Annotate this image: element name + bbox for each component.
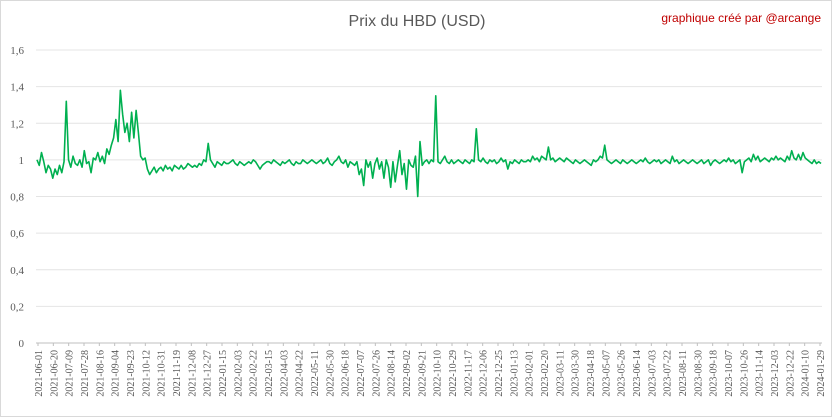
x-tick-label: 2021-07-28: [80, 350, 91, 397]
x-tick-label: 2021-10-12: [141, 350, 152, 397]
y-tick-label: 0,8: [10, 192, 24, 204]
y-axis: 0 0,2 0,4 0,6 0,8 1 1,2 1,4 1,6: [10, 45, 24, 350]
x-tick-label: 2024-01-10: [801, 350, 812, 397]
x-tick-label: 2023-03-11: [555, 350, 566, 396]
x-tick-label: 2023-08-11: [678, 350, 689, 396]
x-tick-label: 2021-07-09: [65, 350, 76, 397]
x-tick-label: 2022-06-18: [341, 350, 352, 397]
x-tick-label: 2023-07-22: [663, 350, 674, 397]
x-tick-label: 2021-06-01: [34, 350, 45, 397]
x-tick-label: 2022-04-03: [279, 350, 290, 397]
x-tick-label: 2022-05-11: [310, 350, 321, 396]
x-tick-label: 2022-12-06: [479, 350, 490, 397]
x-tick-label: 2022-04-22: [295, 350, 306, 397]
gridlines: [36, 49, 822, 344]
x-tick-label: 2023-06-14: [632, 350, 643, 397]
x-tick-label: 2022-12-25: [494, 350, 505, 397]
x-tick-label: 2021-10-31: [157, 350, 168, 397]
x-tick-label: 2023-01-13: [509, 350, 520, 397]
x-tick-label: 2022-05-30: [325, 350, 336, 397]
x-tick-label: 2023-05-07: [601, 350, 612, 397]
chart-credit: graphique créé par @arcange: [661, 11, 821, 25]
chart-title: Prix du HBD (USD): [348, 13, 486, 30]
y-tick-label: 1,4: [10, 82, 24, 94]
x-tick-label: 2021-09-04: [111, 350, 122, 397]
x-tick-label: 2023-12-03: [770, 350, 781, 397]
x-tick-label: 2023-10-26: [739, 350, 750, 397]
x-tick-label: 2022-09-02: [402, 350, 413, 397]
x-tick-label: 2022-07-07: [356, 350, 367, 397]
series-line-hbd-price: [36, 89, 822, 198]
y-tick-label: 0,2: [10, 301, 24, 313]
y-tick-label: 1,2: [10, 118, 24, 130]
x-tick-label: 2022-02-22: [249, 350, 260, 397]
x-tick-label: 2023-10-07: [724, 350, 735, 397]
x-tick-label: 2022-07-26: [371, 350, 382, 397]
y-tick-label: 1: [19, 155, 25, 167]
x-tick-label: 2023-11-14: [755, 350, 766, 396]
x-tick-label: 2021-08-16: [95, 350, 106, 397]
x-tick-label: 2023-05-26: [617, 350, 628, 397]
x-tick-label: 2021-12-27: [203, 350, 214, 397]
series-layer: [36, 89, 822, 198]
x-tick-label: 2023-04-18: [586, 350, 597, 397]
x-tick-label: 2023-12-22: [785, 350, 796, 397]
x-tick-label: 2022-08-14: [387, 350, 398, 397]
x-tick-label: 2022-01-15: [218, 350, 229, 397]
x-tick-label: 2022-10-29: [448, 350, 459, 397]
x-tick-label: 2022-03-15: [264, 350, 275, 397]
x-tick-label: 2023-07-03: [647, 350, 658, 397]
x-tick-label: 2021-09-23: [126, 350, 137, 397]
x-tick-label: 2021-12-08: [187, 350, 198, 397]
x-axis: 2021-06-01 2021-06-20 2021-07-09 2021-07-28…: [34, 343, 827, 397]
x-tick-label: 2023-08-30: [693, 350, 704, 397]
y-tick-label: 0: [19, 338, 25, 350]
x-tick-label: 2022-10-10: [433, 350, 444, 397]
y-tick-label: 0,6: [10, 228, 24, 240]
x-tick-label: 2023-02-01: [525, 350, 536, 397]
x-tick-label: 2023-09-18: [709, 350, 720, 397]
x-tick-label: 2021-06-20: [49, 350, 60, 397]
x-tick-label: 2023-03-30: [571, 350, 582, 397]
x-tick-label: 2021-11-19: [172, 350, 183, 396]
x-tick-label: 2023-02-20: [540, 350, 551, 397]
x-tick-label: 2022-11-17: [463, 350, 474, 396]
y-tick-label: 0,4: [10, 265, 24, 277]
x-tick-label: 2022-02-03: [233, 350, 244, 397]
x-tick-label: 2024-01-29: [816, 350, 827, 397]
x-tick-label: 2022-09-21: [417, 350, 428, 397]
y-tick-label: 1,6: [10, 45, 24, 57]
